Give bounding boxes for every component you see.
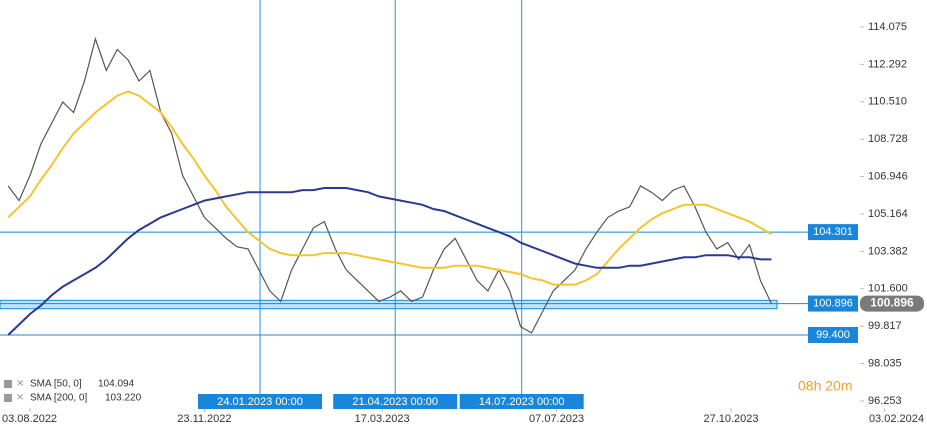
x-tick-label: 03.08.2022 <box>2 413 57 425</box>
series-line <box>7 36 772 334</box>
x-tick-label: 23.11.2022 <box>177 413 231 425</box>
series-line <box>7 90 772 286</box>
level-label: 104.301 <box>813 226 853 238</box>
level-label: 99.400 <box>816 329 850 341</box>
y-tick-label: 110.510 <box>868 96 907 108</box>
legend-name: SMA [50, 0] <box>30 379 82 390</box>
level-label-box <box>808 224 858 241</box>
x-tick-label: 17.03.2023 <box>355 413 410 425</box>
legend-name: SMA [200, 0] <box>30 393 87 404</box>
x-tick-label: 03.02.2024 <box>869 413 924 425</box>
y-tick-label: 114.075 <box>868 21 907 33</box>
marker-label-box <box>459 394 584 409</box>
y-tick-label: 105.164 <box>868 208 908 220</box>
legend-icon <box>4 394 12 402</box>
y-tick-label: 112.292 <box>868 58 907 70</box>
y-tick-label: 101.600 <box>868 283 908 295</box>
legend-x: ✕ <box>16 393 24 404</box>
legend-value: 103.220 <box>105 393 142 404</box>
marker-label-box <box>198 394 323 409</box>
x-tick-label: 07.07.2023 <box>529 413 584 425</box>
y-tick-label: 103.382 <box>868 245 908 257</box>
marker-label-box <box>333 394 458 409</box>
marker-label: 21.04.2023 00:00 <box>352 396 438 408</box>
marker-label: 24.01.2023 00:00 <box>217 396 303 408</box>
y-tick-label: 99.817 <box>868 320 902 332</box>
x-tick-label: 27.10.2023 <box>703 413 758 425</box>
y-tick-label: 108.728 <box>868 133 908 145</box>
last-price-box <box>860 295 924 312</box>
last-price-label: 100.896 <box>870 296 914 310</box>
marker-label: 14.07.2023 00:00 <box>479 396 565 408</box>
y-tick-label: 96.253 <box>868 395 902 407</box>
countdown: 08h 20m <box>798 378 852 394</box>
level-label-box <box>808 295 858 312</box>
level-label: 100.896 <box>813 297 853 309</box>
series-line <box>7 187 772 336</box>
legend-x: ✕ <box>16 379 24 390</box>
level-label-box <box>808 326 858 343</box>
zone <box>0 299 778 310</box>
legend-value: 104.094 <box>98 379 135 390</box>
y-tick-label: 106.946 <box>868 170 908 182</box>
y-tick-label: 98.035 <box>868 358 902 370</box>
legend-icon <box>4 380 12 388</box>
